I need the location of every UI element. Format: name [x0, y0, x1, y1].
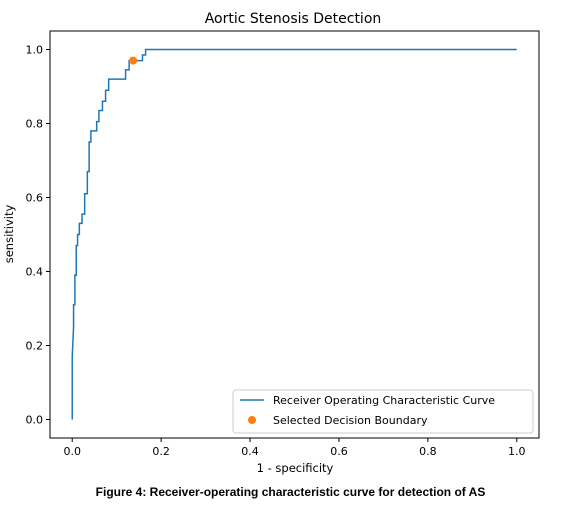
x-axis-ticks: 0.0 0.2 0.4 0.6 0.8 1.0	[63, 438, 526, 458]
legend-box	[232, 389, 534, 434]
legend: Receiver Operating Characteristic Curve …	[232, 389, 534, 434]
x-tick-label: 0.6	[330, 445, 348, 458]
legend-label-roc-curve: Receiver Operating Characteristic Curve	[273, 394, 495, 407]
figure-caption: Figure 4: Receiver-operating characteris…	[95, 485, 486, 499]
y-axis-ticks: 0.0 0.2 0.4 0.6 0.8 1.0	[26, 44, 50, 427]
y-tick-label: 0.0	[26, 414, 44, 427]
decision-boundary-point	[129, 56, 138, 65]
x-tick-label: 0.8	[419, 445, 437, 458]
chart-title: Aortic Stenosis Detection	[205, 11, 382, 27]
legend-point-swatch	[248, 416, 256, 424]
x-tick-label: 0.0	[63, 445, 81, 458]
roc-chart: Aortic Stenosis Detection 0.0 0.2 0.4 0.6 0.…	[2, 11, 540, 475]
series-layer	[71, 48, 517, 420]
y-tick-label: 0.6	[26, 192, 44, 205]
x-tick-label: 0.2	[152, 445, 170, 458]
roc-curve-line	[71, 48, 517, 420]
y-axis-label: sensitivity	[2, 205, 16, 264]
y-tick-label: 0.2	[26, 340, 44, 353]
x-axis-label: 1 - specificity	[257, 461, 334, 475]
y-tick-label: 0.8	[26, 118, 44, 131]
x-tick-label: 0.4	[241, 445, 259, 458]
y-tick-label: 0.4	[26, 266, 44, 279]
y-tick-label: 1.0	[26, 44, 44, 57]
x-tick-label: 1.0	[508, 445, 526, 458]
plot-frame	[49, 30, 540, 439]
legend-label-decision-boundary: Selected Decision Boundary	[273, 414, 428, 427]
